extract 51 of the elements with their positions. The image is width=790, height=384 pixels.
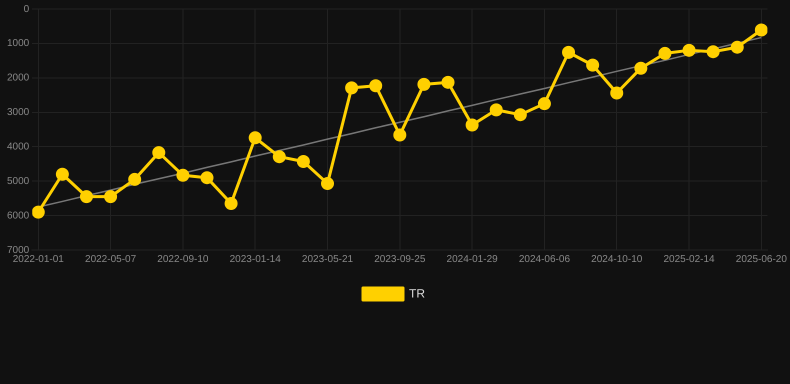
y-tick-label: 1000	[6, 38, 30, 50]
point	[730, 40, 744, 54]
point	[538, 97, 551, 110]
point	[466, 118, 479, 132]
x-tick-label: 2022-01-01	[12, 254, 64, 265]
x-tick-label: 2022-05-07	[85, 254, 137, 265]
point	[658, 46, 672, 60]
point	[248, 131, 262, 144]
x-tick-label: 2023-09-25	[374, 254, 426, 265]
point	[586, 58, 600, 72]
x-tick-label: 2024-01-29	[446, 254, 498, 265]
point	[514, 108, 527, 122]
legend-label: TR	[409, 286, 426, 300]
point	[321, 177, 334, 190]
y-tick-label: 6000	[6, 210, 30, 222]
point	[369, 79, 382, 92]
point	[490, 103, 503, 116]
x-tick-label: 2024-06-06	[518, 254, 570, 265]
point	[345, 81, 358, 94]
y-tick-label: 5000	[6, 176, 30, 187]
point	[610, 86, 624, 100]
point	[32, 206, 45, 219]
point	[104, 190, 118, 204]
y-tick-label: 4000	[6, 141, 30, 152]
point	[754, 24, 768, 36]
x-tick-label: 2022-09-10	[157, 254, 209, 265]
point	[200, 171, 214, 184]
point	[152, 146, 166, 160]
point	[224, 197, 238, 210]
y-tick-label: 0	[24, 4, 30, 15]
point	[442, 76, 455, 89]
point	[706, 45, 720, 58]
y-tick-label: 2000	[6, 72, 30, 84]
point	[682, 44, 696, 57]
point	[128, 172, 142, 186]
point	[634, 62, 648, 75]
point	[272, 150, 286, 164]
point	[56, 168, 69, 181]
point	[562, 46, 576, 59]
x-tick-label: 2023-05-21	[302, 254, 354, 265]
y-tick-label: 3000	[6, 107, 30, 118]
point	[176, 168, 190, 182]
x-tick-label: 2025-02-14	[663, 254, 716, 265]
point	[80, 190, 93, 204]
x-tick-label: 2024-10-10	[591, 254, 643, 265]
x-tick-label: 2023-01-14	[230, 254, 282, 265]
point	[393, 128, 406, 142]
point	[417, 78, 430, 91]
y-tick-label: 7000	[6, 244, 30, 256]
x-tick-label: 2025-06-20	[736, 254, 788, 265]
point	[296, 155, 310, 168]
